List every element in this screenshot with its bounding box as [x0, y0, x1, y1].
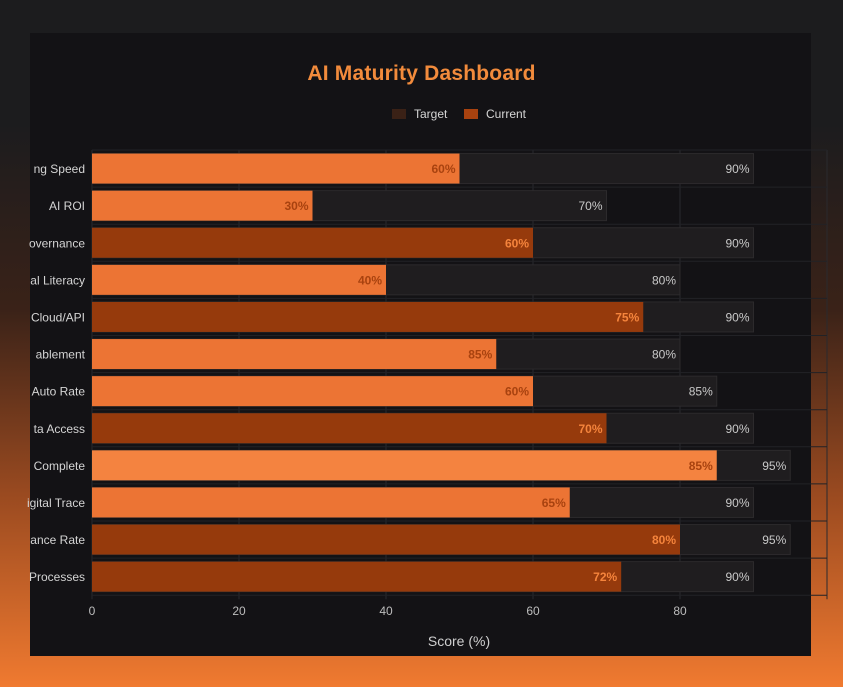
bar-current: [92, 227, 533, 258]
x-tick-label: 40: [379, 604, 393, 618]
data-label-target: 90%: [725, 570, 749, 584]
data-label-target: 90%: [725, 236, 749, 250]
data-label-target: 80%: [652, 273, 676, 287]
data-label-target: 70%: [578, 199, 602, 213]
y-tick-label: Auto Rate: [32, 385, 86, 399]
bar-current: [92, 524, 680, 555]
x-tick-label: 60: [526, 604, 540, 618]
data-label-current: 60%: [505, 385, 529, 399]
legend: Target Current: [0, 107, 843, 123]
data-label-target: 90%: [725, 496, 749, 510]
data-label-current: 30%: [284, 199, 308, 213]
y-tick-label: Complete: [34, 459, 86, 473]
bar-current: [92, 264, 386, 295]
chart-title: AI Maturity Dashboard: [307, 62, 536, 85]
y-tick-label: Cloud/API: [31, 310, 85, 324]
data-label-target: 80%: [652, 348, 676, 362]
legend-label-current: Current: [486, 107, 527, 121]
y-tick-label: ablement: [36, 348, 86, 362]
data-label-current: 85%: [689, 459, 713, 473]
bar-current: [92, 301, 644, 332]
legend-label-target: Target: [414, 107, 448, 121]
data-label-current: 65%: [542, 496, 566, 510]
y-tick-label: Processes: [29, 570, 85, 584]
x-tick-label: 0: [89, 604, 96, 618]
y-tick-label: AI ROI: [49, 199, 85, 213]
bar-current: [92, 376, 533, 407]
data-label-target: 90%: [725, 162, 749, 176]
data-label-target: 85%: [689, 385, 713, 399]
data-label-current: 60%: [505, 236, 529, 250]
data-label-current: 75%: [615, 310, 639, 324]
y-tick-label: overnance: [29, 236, 85, 250]
y-tick-label: ng Speed: [34, 162, 85, 176]
bar-current: [92, 450, 717, 481]
legend-item-current[interactable]: Current: [464, 107, 526, 121]
data-label-current: 60%: [431, 162, 455, 176]
x-axis-label: Score (%): [427, 633, 491, 649]
bar-current: [92, 487, 570, 518]
data-label-target: 95%: [762, 533, 786, 547]
data-label-target: 90%: [725, 422, 749, 436]
y-tick-label: al Literacy: [30, 273, 85, 287]
data-label-current: 85%: [468, 348, 492, 362]
bar-current: [92, 339, 497, 370]
data-label-current: 70%: [578, 422, 602, 436]
bar-current: [92, 153, 460, 184]
data-label-current: 40%: [358, 273, 382, 287]
y-tick-label: igital Trace: [27, 496, 85, 510]
data-label-current: 72%: [593, 570, 617, 584]
y-tick-label: ance Rate: [30, 533, 85, 547]
y-tick-label: ta Access: [34, 422, 85, 436]
x-tick-label: 20: [232, 604, 246, 618]
data-label-current: 80%: [652, 533, 676, 547]
legend-item-target[interactable]: Target: [392, 107, 447, 121]
data-label-target: 90%: [725, 310, 749, 324]
legend-swatch-current: [464, 109, 478, 119]
data-label-target: 95%: [762, 459, 786, 473]
legend-swatch-target: [392, 109, 406, 119]
bar-current: [92, 190, 313, 221]
x-tick-label: 80: [673, 604, 687, 618]
bar-current: [92, 561, 622, 592]
bar-current: [92, 413, 607, 444]
